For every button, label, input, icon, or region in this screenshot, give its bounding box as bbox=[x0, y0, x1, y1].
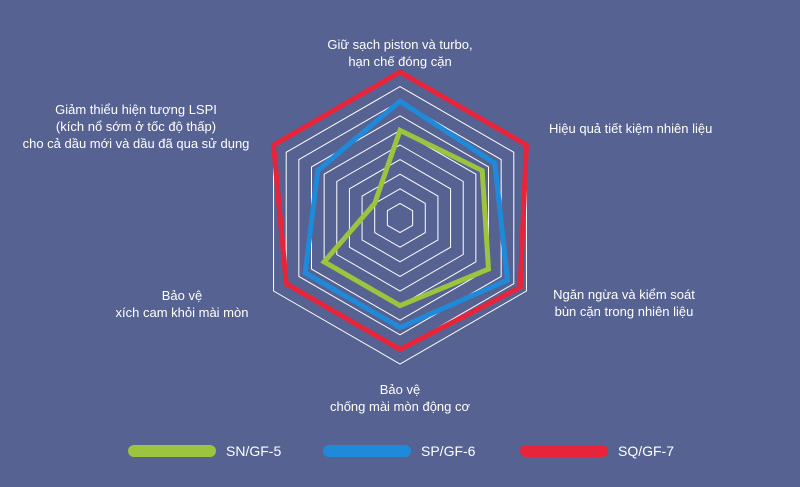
axis-label-engine-wear: Bảo vệ chống mài mòn động cơ bbox=[330, 381, 470, 415]
radar-grid-ring bbox=[386, 202, 414, 234]
legend-item-sq-gf7: SQ/GF-7 bbox=[520, 441, 674, 461]
axis-label-fuel-economy: Hiệu quả tiết kiệm nhiên liệu bbox=[549, 120, 712, 137]
series-line-sp-gf-6 bbox=[302, 98, 511, 331]
axis-label-lspi-line-2: (kích nổ sớm ở tốc độ thấp) bbox=[55, 119, 217, 134]
axis-label-engine-wear-line-1: Bảo vệ bbox=[379, 382, 421, 397]
axis-label-lspi-line-1: Giảm thiểu hiện tượng LSPI bbox=[55, 102, 217, 117]
radar-grid-ring bbox=[336, 144, 464, 292]
radar-grid-ring bbox=[310, 115, 490, 321]
radar-grid-ring bbox=[298, 100, 502, 336]
axis-label-lspi-line-3: cho cả dầu mới và dầu đã qua sử dụng bbox=[22, 136, 250, 151]
axis-label-sludge-line-1: Ngăn ngừa và kiểm soát bbox=[553, 287, 695, 302]
legend-swatch-sp-gf6 bbox=[323, 445, 411, 457]
axis-label-sludge-line-2: bùn cặn trong nhiên liệu bbox=[554, 304, 694, 319]
axis-label-piston-line-2: hạn chế đóng cặn bbox=[348, 54, 452, 69]
axis-label-timing-chain-line-2: xích cam khỏi mài mòn bbox=[115, 305, 249, 320]
legend-label-sq-gf7: SQ/GF-7 bbox=[618, 443, 675, 459]
axis-label-timing-chain-line-1: Bảo vệ bbox=[161, 288, 203, 303]
legend-label-sn-gf5: SN/GF-5 bbox=[226, 443, 282, 459]
axis-label-fuel-economy-line-1: Hiệu quả tiết kiệm nhiên liệu bbox=[549, 121, 713, 136]
radar-grid-ring bbox=[361, 173, 439, 263]
axis-label-engine-wear-line-2: chống mài mòn động cơ bbox=[329, 399, 471, 414]
axis-label-piston-line-1: Giữ sạch piston và turbo, bbox=[327, 37, 473, 52]
legend-label-sp-gf6: SP/GF-6 bbox=[421, 443, 476, 459]
series-line-sq-gf-7 bbox=[270, 69, 530, 353]
axis-label-timing-chain: Bảo vệ xích cam khỏi mài mòn bbox=[116, 287, 249, 321]
legend-item-sp-gf6: SP/GF-6 bbox=[323, 441, 475, 461]
axis-label-sludge: Ngăn ngừa và kiểm soát bùn cặn trong nhi… bbox=[553, 286, 695, 320]
series-line-sn-gf-5 bbox=[320, 126, 492, 309]
axis-label-lspi: Giảm thiểu hiện tượng LSPI (kích nổ sớm … bbox=[23, 101, 250, 152]
radar-grid-ring bbox=[348, 159, 452, 277]
legend-swatch-sn-gf5 bbox=[128, 445, 216, 457]
legend-swatch-sq-gf7 bbox=[520, 445, 608, 457]
radar-grid-ring bbox=[374, 188, 426, 248]
legend-item-sn-gf5: SN/GF-5 bbox=[128, 441, 281, 461]
axis-label-piston: Giữ sạch piston và turbo, hạn chế đóng c… bbox=[327, 36, 472, 70]
